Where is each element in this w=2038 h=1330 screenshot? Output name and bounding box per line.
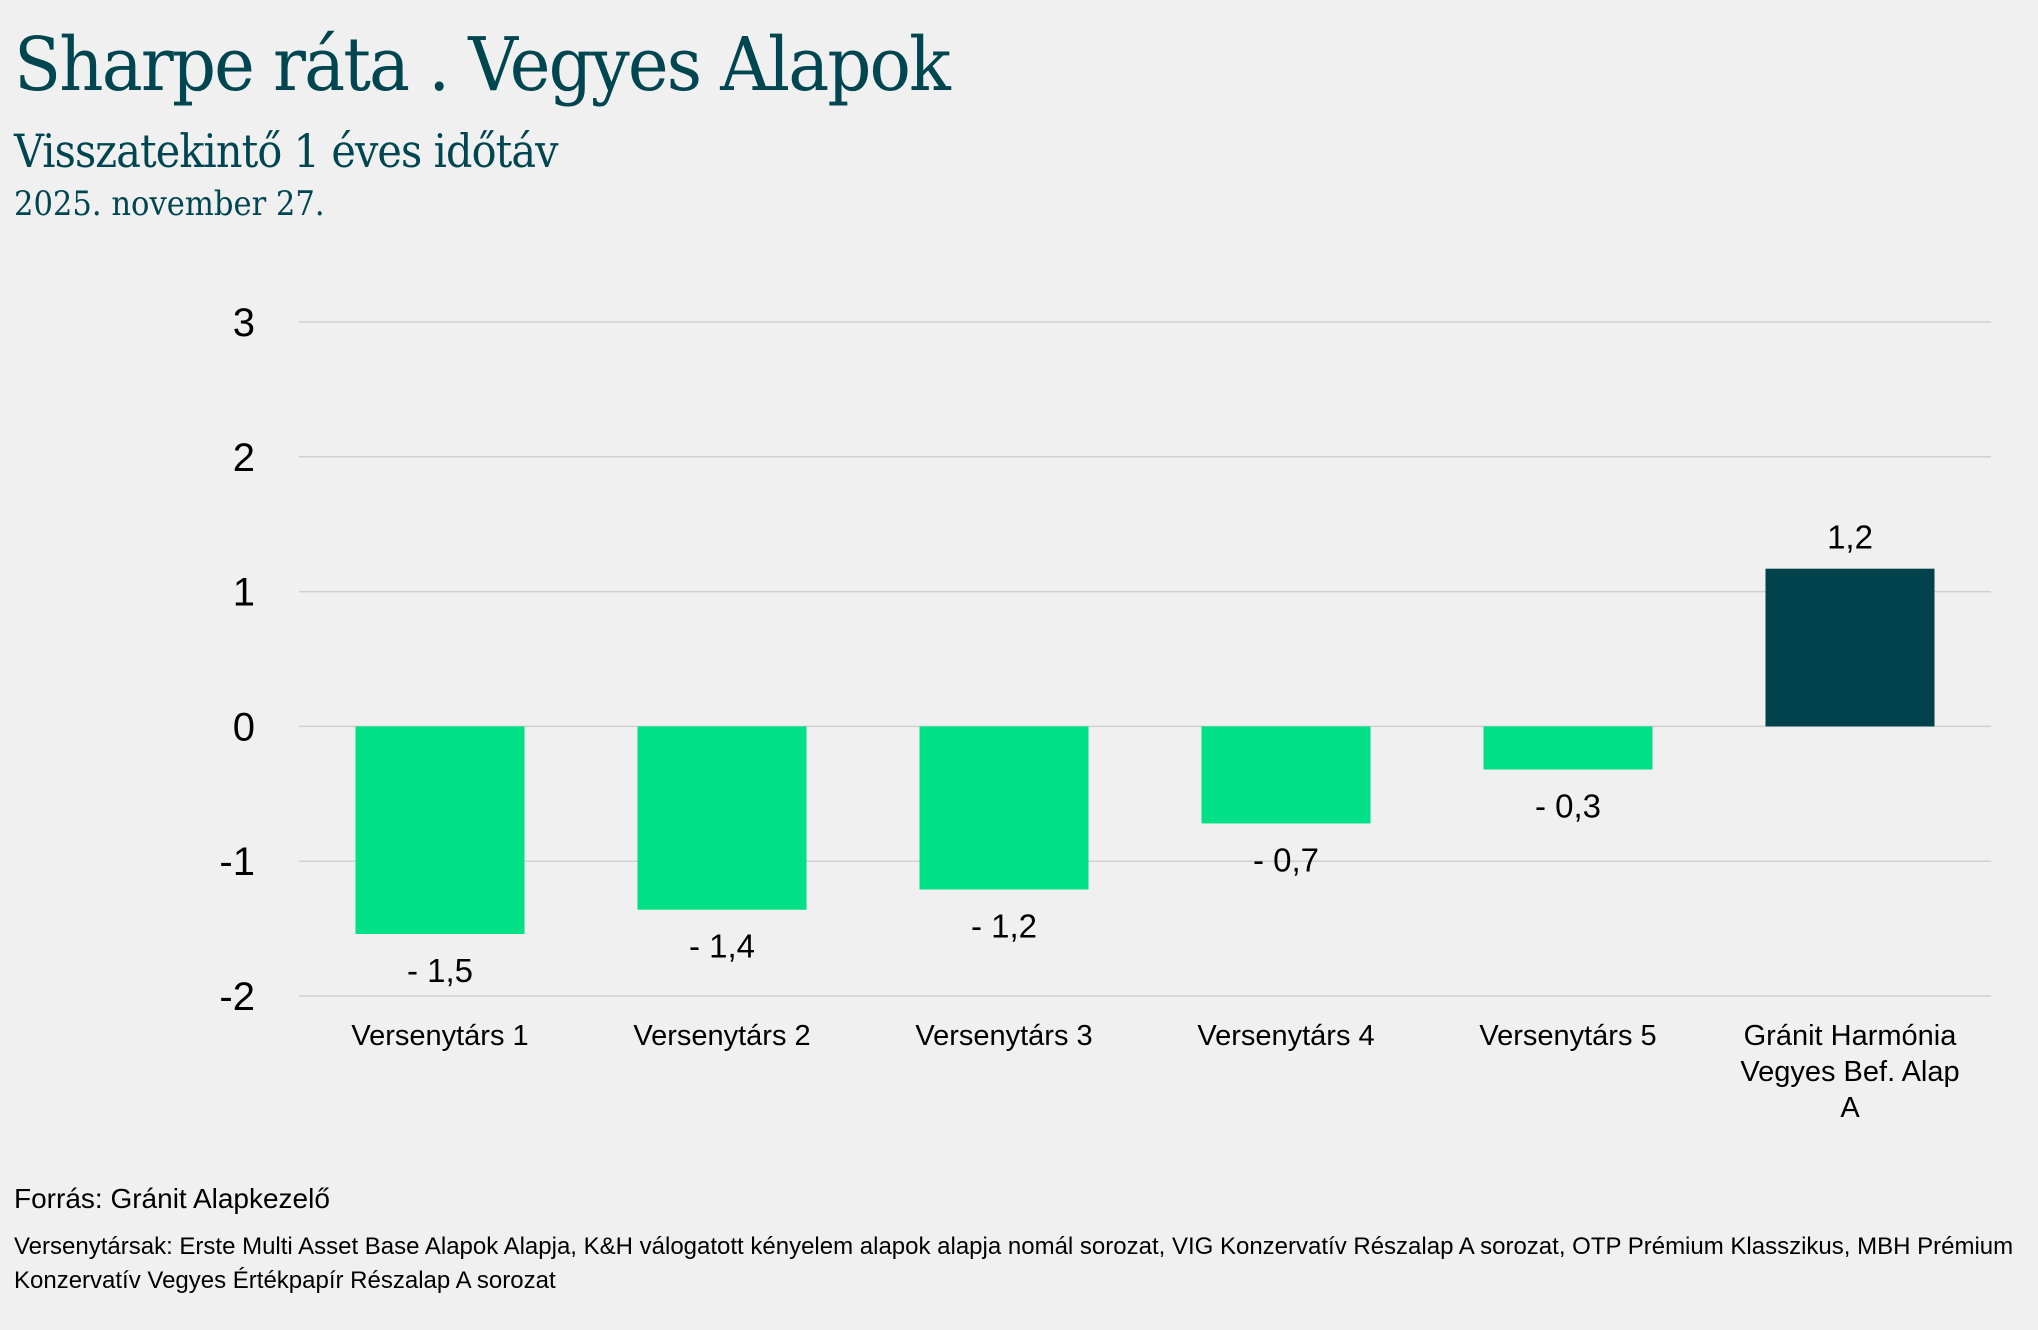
y-tick-label: 3 [233, 301, 255, 345]
x-tick-label: Versenytárs 1 [351, 1020, 528, 1052]
y-tick-label: -2 [219, 975, 255, 1019]
source-text: Forrás: Gránit Alapkezelő [14, 1183, 330, 1214]
bar [1765, 568, 1935, 727]
x-tick-label: Vegyes Bef. Alap [1740, 1056, 1959, 1088]
x-tick-label: A [1840, 1092, 1860, 1124]
data-label: 1,2 [1827, 519, 1873, 556]
data-label: - 1,4 [689, 928, 755, 965]
x-tick-label: Versenytárs 3 [915, 1020, 1092, 1052]
data-label: - 1,2 [971, 908, 1037, 945]
bar [919, 726, 1089, 890]
y-tick-label: 0 [233, 705, 255, 749]
competitors-note: Versenytársak: Erste Multi Asset Base Al… [14, 1233, 2014, 1294]
y-tick-label: -1 [219, 840, 255, 884]
chart-title: Sharpe ráta . Vegyes Alapok [14, 22, 951, 108]
data-label: - 0,7 [1253, 841, 1319, 878]
bar [1483, 726, 1653, 770]
chart-date: 2025. november 27. [14, 184, 325, 224]
bar [1201, 726, 1371, 824]
data-label: - 1,5 [407, 952, 473, 989]
x-tick-label: Versenytárs 2 [633, 1020, 810, 1052]
bar [355, 726, 525, 934]
chart-subtitle: Visszatekintő 1 éves időtáv [14, 124, 559, 178]
x-tick-label: Gránit Harmónia [1744, 1020, 1958, 1052]
y-tick-label: 1 [233, 571, 255, 615]
bar-chart: 3 2 1 0 -1 -2 - 1,5 Versenytárs 1 - 1,4 Versenytá… [219, 301, 1991, 1124]
x-tick-label: Versenytárs 5 [1479, 1020, 1656, 1052]
y-tick-label: 2 [233, 436, 255, 480]
data-label: - 0,3 [1535, 788, 1601, 825]
bar [637, 726, 807, 910]
x-tick-label: Versenytárs 4 [1197, 1020, 1374, 1052]
